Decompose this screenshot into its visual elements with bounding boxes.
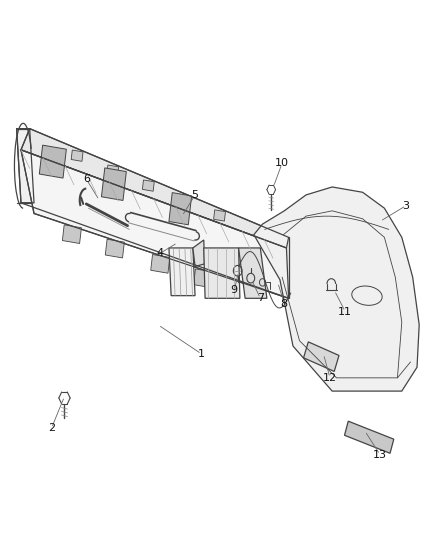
Polygon shape [193,240,205,266]
Polygon shape [169,192,192,225]
Text: 7: 7 [257,293,264,303]
Polygon shape [214,210,226,221]
Polygon shape [239,248,267,298]
Text: 1: 1 [198,349,205,359]
Text: 6: 6 [83,174,90,184]
Polygon shape [71,150,83,161]
Text: 13: 13 [373,450,387,460]
Polygon shape [62,225,81,244]
Polygon shape [304,342,339,372]
Polygon shape [17,128,34,203]
Text: 12: 12 [323,373,337,383]
Text: 8: 8 [281,298,288,309]
Text: 2: 2 [48,423,55,433]
Polygon shape [169,248,195,296]
Polygon shape [105,239,124,258]
Polygon shape [194,269,213,288]
Text: 4: 4 [157,248,164,259]
Polygon shape [142,180,154,191]
Polygon shape [39,145,66,178]
Text: 11: 11 [338,306,352,317]
Polygon shape [345,421,394,453]
Text: 9: 9 [231,285,238,295]
Polygon shape [254,187,419,391]
Polygon shape [204,248,240,298]
Polygon shape [21,128,289,248]
Polygon shape [178,195,190,206]
Text: 3: 3 [403,200,410,211]
Text: 10: 10 [275,158,289,168]
Polygon shape [151,254,170,273]
Polygon shape [102,168,126,200]
Text: 5: 5 [191,190,198,200]
Polygon shape [107,165,119,176]
Polygon shape [21,150,289,298]
